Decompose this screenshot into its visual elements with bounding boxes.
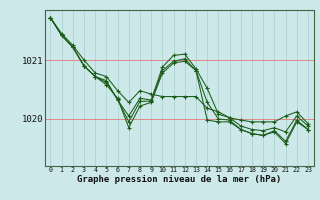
X-axis label: Graphe pression niveau de la mer (hPa): Graphe pression niveau de la mer (hPa) (77, 175, 281, 184)
